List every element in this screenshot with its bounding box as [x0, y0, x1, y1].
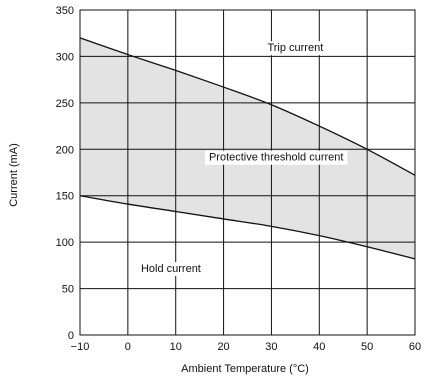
x-axis-label: Ambient Temperature (°C)	[181, 363, 309, 375]
y-tick-label: 50	[62, 284, 74, 296]
y-tick-label: 300	[56, 51, 74, 63]
y-axis-label: Current (mA)	[8, 143, 20, 207]
y-tick-label: 350	[56, 5, 74, 17]
x-tick-label: 60	[409, 341, 421, 353]
trip-current-line	[79, 37, 416, 176]
hold-current-line	[79, 195, 416, 260]
protective-threshold-current-annotation-bg	[204, 150, 348, 165]
annotation-layer: Trip current Protective threshold current…	[136, 41, 348, 277]
protective-threshold-region	[80, 37, 415, 259]
hold-current-annotation-bg	[136, 262, 205, 277]
protective-threshold-current-annotation: Protective threshold current	[209, 152, 344, 164]
x-tick-label: 40	[313, 341, 325, 353]
shaded-region-layer	[80, 37, 415, 259]
plot-frame	[79, 9, 416, 336]
y-tick-label: 250	[56, 98, 74, 110]
grid-layer	[80, 10, 415, 335]
hold-current-annotation: Hold current	[141, 263, 201, 275]
x-tick-label: 10	[170, 341, 182, 353]
x-tick-label: 30	[265, 341, 277, 353]
y-tick-label: 200	[56, 144, 74, 156]
x-tick-label: 50	[361, 341, 373, 353]
y-tick-label: 0	[68, 330, 74, 342]
y-tick-label: 150	[56, 191, 74, 203]
y-tick-label: 100	[56, 237, 74, 249]
trip-current-annotation: Trip current	[267, 42, 323, 54]
x-tick-label: −10	[71, 341, 90, 353]
series-layer	[79, 37, 416, 260]
x-tick-label: 20	[217, 341, 229, 353]
trip-current-annotation-bg	[263, 41, 328, 56]
x-tick-label: 0	[125, 341, 131, 353]
